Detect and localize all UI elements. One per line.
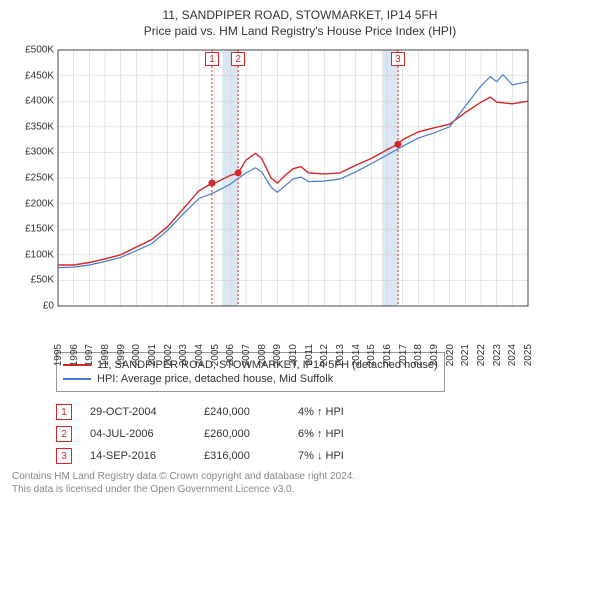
x-axis-label: 2007 bbox=[241, 344, 252, 370]
event-price: £316,000 bbox=[204, 450, 280, 462]
y-axis-label: £100K bbox=[25, 249, 58, 260]
y-axis-label: £0 bbox=[43, 301, 58, 312]
chart-title-line2: Price paid vs. HM Land Registry's House … bbox=[8, 24, 592, 38]
x-axis-label: 2019 bbox=[429, 344, 440, 370]
event-diff: 7% ↓ HPI bbox=[298, 450, 388, 462]
event-marker-1: 1 bbox=[205, 52, 219, 66]
y-axis-label: £450K bbox=[25, 70, 58, 81]
legend-swatch bbox=[63, 378, 91, 380]
event-marker-2: 2 bbox=[231, 52, 245, 66]
event-number-box: 2 bbox=[56, 426, 72, 442]
x-axis-label: 2023 bbox=[492, 344, 503, 370]
x-axis-label: 1999 bbox=[116, 344, 127, 370]
y-axis-label: £150K bbox=[25, 224, 58, 235]
x-axis-label: 2024 bbox=[507, 344, 518, 370]
x-axis-label: 2022 bbox=[476, 344, 487, 370]
x-axis-label: 2012 bbox=[319, 344, 330, 370]
event-date: 14-SEP-2016 bbox=[90, 450, 186, 462]
y-axis-label: £350K bbox=[25, 121, 58, 132]
x-axis-label: 2001 bbox=[147, 344, 158, 370]
event-marker-3: 3 bbox=[391, 52, 405, 66]
y-axis-label: £200K bbox=[25, 198, 58, 209]
x-axis-label: 1995 bbox=[53, 344, 64, 370]
event-number-box: 1 bbox=[56, 404, 72, 420]
x-axis-label: 2015 bbox=[366, 344, 377, 370]
x-axis-label: 2009 bbox=[272, 344, 283, 370]
x-axis-label: 2017 bbox=[398, 344, 409, 370]
x-axis-label: 2021 bbox=[460, 344, 471, 370]
event-diff: 6% ↑ HPI bbox=[298, 428, 388, 440]
x-axis-label: 2008 bbox=[257, 344, 268, 370]
x-axis-label: 2003 bbox=[178, 344, 189, 370]
x-axis-label: 2014 bbox=[351, 344, 362, 370]
y-axis-label: £300K bbox=[25, 147, 58, 158]
x-axis-label: 2002 bbox=[163, 344, 174, 370]
event-price: £240,000 bbox=[204, 406, 280, 418]
x-axis-label: 2013 bbox=[335, 344, 346, 370]
legend-row: HPI: Average price, detached house, Mid … bbox=[63, 373, 438, 385]
x-axis-label: 2010 bbox=[288, 344, 299, 370]
x-axis-label: 2016 bbox=[382, 344, 393, 370]
y-axis-label: £400K bbox=[25, 96, 58, 107]
event-row: 2 04-JUL-2006 £260,000 6% ↑ HPI bbox=[56, 426, 592, 442]
chart-title-line1: 11, SANDPIPER ROAD, STOWMARKET, IP14 5FH bbox=[8, 8, 592, 22]
event-number-box: 3 bbox=[56, 448, 72, 464]
price-chart: £0 £50K £100K £150K £200K £250K £300K £350K £400… bbox=[14, 44, 534, 344]
footer-line-1: Contains HM Land Registry data © Crown c… bbox=[12, 470, 588, 483]
x-axis-label: 1998 bbox=[100, 344, 111, 370]
event-price: £260,000 bbox=[204, 428, 280, 440]
attribution-footer: Contains HM Land Registry data © Crown c… bbox=[8, 470, 592, 500]
x-axis-label: 1996 bbox=[69, 344, 80, 370]
event-row: 3 14-SEP-2016 £316,000 7% ↓ HPI bbox=[56, 448, 592, 464]
event-row: 1 29-OCT-2004 £240,000 4% ↑ HPI bbox=[56, 404, 592, 420]
y-axis-label: £250K bbox=[25, 173, 58, 184]
y-axis-label: £50K bbox=[31, 275, 58, 286]
footer-line-2: This data is licensed under the Open Gov… bbox=[12, 483, 588, 496]
event-date: 29-OCT-2004 bbox=[90, 406, 186, 418]
event-diff: 4% ↑ HPI bbox=[298, 406, 388, 418]
x-axis-label: 2000 bbox=[131, 344, 142, 370]
legend-label: HPI: Average price, detached house, Mid … bbox=[97, 373, 333, 385]
events-table: 1 29-OCT-2004 £240,000 4% ↑ HPI 2 04-JUL-2006… bbox=[56, 404, 592, 464]
x-axis-label: 2020 bbox=[445, 344, 456, 370]
x-axis-label: 1997 bbox=[84, 344, 95, 370]
x-axis-label: 2018 bbox=[413, 344, 424, 370]
event-date: 04-JUL-2006 bbox=[90, 428, 186, 440]
y-axis-label: £500K bbox=[25, 45, 58, 56]
x-axis-label: 2006 bbox=[225, 344, 236, 370]
x-axis-label: 2011 bbox=[304, 344, 315, 370]
x-axis-label: 2005 bbox=[210, 344, 221, 370]
x-axis-label: 2025 bbox=[523, 344, 534, 370]
x-axis-label: 2004 bbox=[194, 344, 205, 370]
